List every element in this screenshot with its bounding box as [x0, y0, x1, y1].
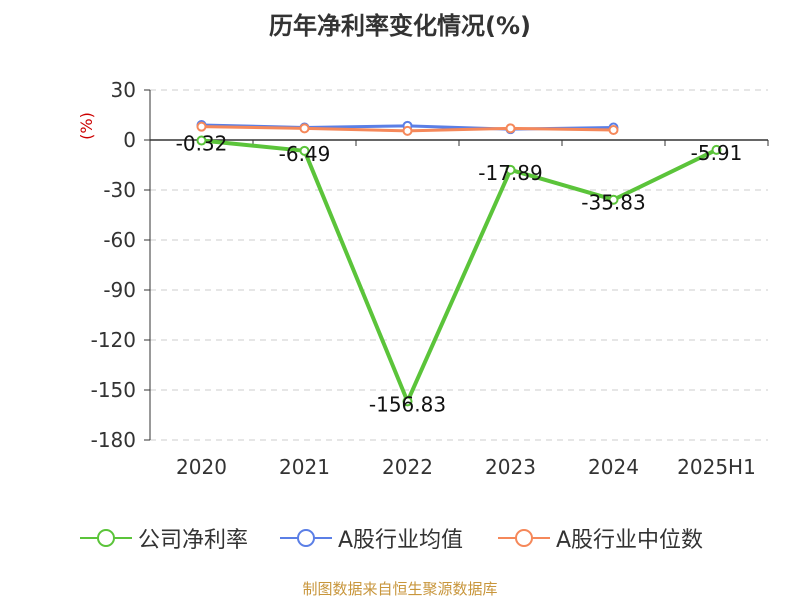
data-point — [608, 125, 619, 135]
data-point — [608, 194, 619, 205]
y-tick-label: 0 — [123, 128, 136, 152]
y-tick-label: 30 — [111, 78, 136, 102]
y-tick-label: -150 — [91, 378, 136, 402]
y-tick-label: -180 — [91, 428, 136, 452]
legend-swatch-icon — [498, 529, 550, 547]
legend: 公司净利率 A股行业均值 A股行业中位数 — [0, 520, 800, 556]
data-point — [299, 145, 310, 156]
x-tick-label: 2020 — [176, 455, 227, 479]
y-tick-label: -30 — [103, 178, 136, 202]
legend-label: A股行业均值 — [338, 528, 464, 553]
x-tick-label: 2024 — [588, 455, 639, 479]
data-label: -156.83 — [369, 392, 446, 416]
y-tick-label: -120 — [91, 328, 136, 352]
y-tick-label: -90 — [103, 278, 136, 302]
data-label: -35.83 — [581, 191, 645, 215]
data-point — [196, 121, 207, 132]
data-label: -6.49 — [279, 142, 331, 166]
legend-item-company-net-margin[interactable]: 公司净利率 — [80, 520, 248, 556]
legend-item-industry-median[interactable]: A股行业中位数 — [498, 520, 703, 556]
legend-label: A股行业中位数 — [556, 528, 704, 553]
axes: 30 0 -30 -60 -90 -120 -150 -180 2020 2021 2022 2023… — [91, 78, 769, 479]
legend-swatch-icon — [280, 529, 332, 547]
data-point — [711, 144, 722, 155]
y-tick-label: -60 — [103, 228, 136, 252]
data-source-footer: 制图数据来自恒生聚源数据库 — [302, 580, 498, 598]
legend-item-industry-average[interactable]: A股行业均值 — [280, 520, 463, 556]
series-line — [201, 138, 718, 404]
data-label: -0.32 — [176, 132, 228, 156]
data-label: -17.89 — [478, 161, 542, 185]
data-point — [196, 135, 207, 146]
legend-swatch-icon — [80, 529, 132, 547]
x-tick-label: 2023 — [485, 455, 536, 479]
data-point — [505, 123, 516, 134]
data-point — [299, 123, 310, 134]
data-point — [402, 125, 413, 136]
data-point — [402, 396, 413, 407]
data-label: -5.91 — [691, 141, 743, 165]
x-tick-label: 2021 — [279, 455, 330, 479]
x-tick-label: 2025H1 — [677, 455, 756, 479]
series-lines — [196, 120, 722, 407]
data-labels: -0.32 -6.49 -156.83 -17.89 -35.83 -5.91 — [176, 132, 743, 417]
y-axis-label: (%) — [77, 112, 96, 140]
chart-title: 历年净利率变化情况(%) — [269, 12, 531, 40]
legend-label: 公司净利率 — [138, 528, 249, 553]
x-tick-label: 2022 — [382, 455, 433, 479]
data-point — [505, 164, 516, 175]
